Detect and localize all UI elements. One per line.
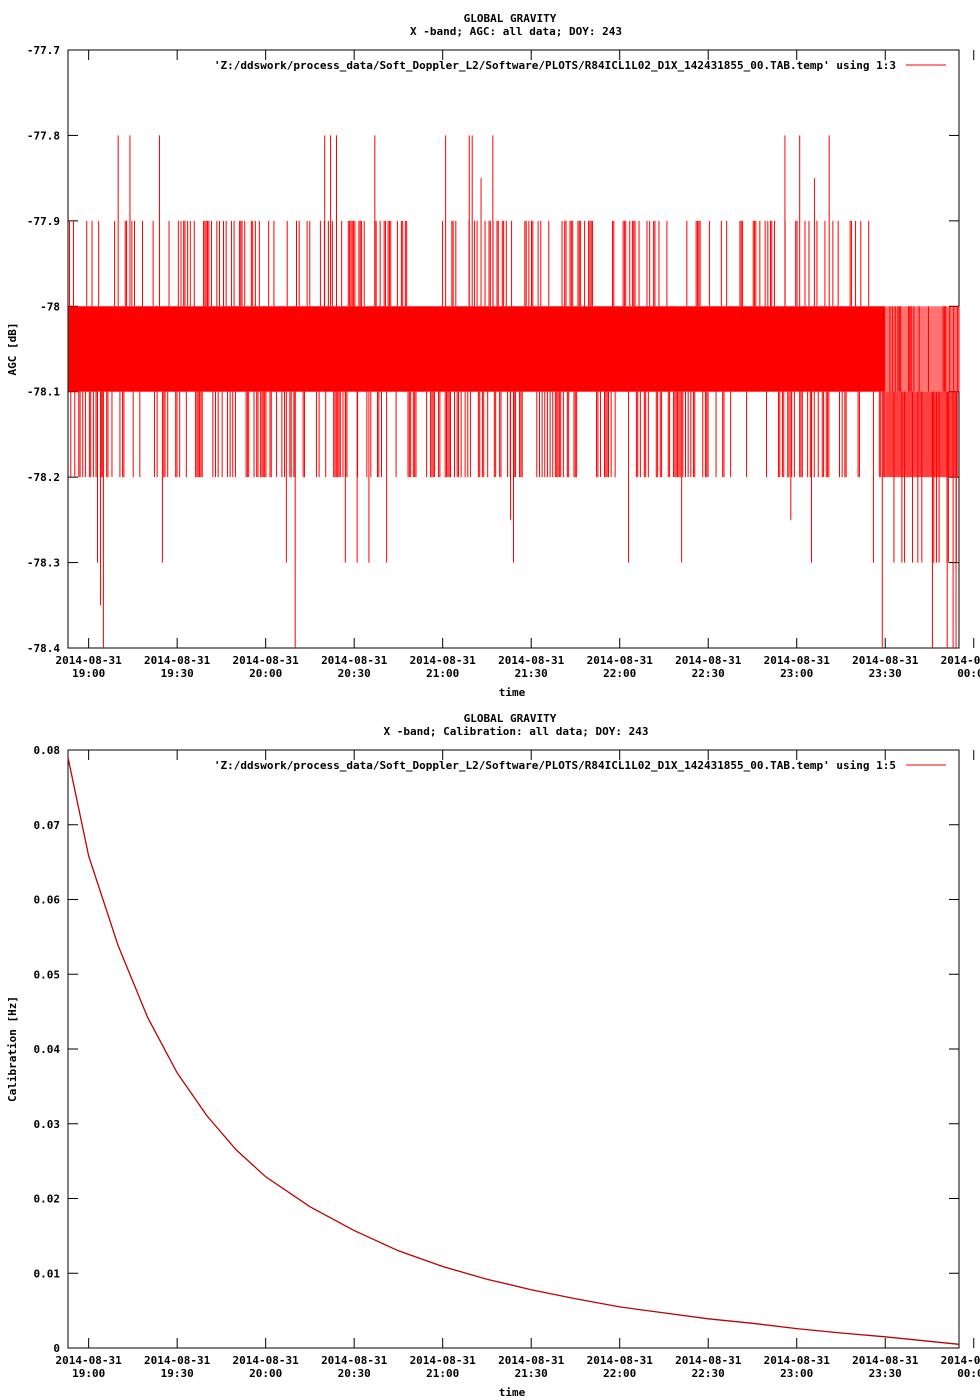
y-tick-label: -78 [40,300,60,313]
x-tick-date: 2014-08-31 [675,1354,742,1367]
y-tick-label: 0.08 [34,744,61,757]
x-tick-date: 2014-08-31 [852,1354,919,1367]
x-axis-ticks: 2014-08-3119:002014-08-3119:302014-08-31… [56,50,980,680]
x-axis-label: time [499,1386,526,1399]
x-tick-date: 2014-08-31 [233,654,300,667]
y-tick-label: 0.06 [34,894,61,907]
y-tick-label: 0.01 [34,1267,61,1280]
x-tick-date: 2014-08-31 [852,654,919,667]
x-axis-ticks: 2014-08-3119:002014-08-3119:302014-08-31… [56,750,980,1380]
y-axis-label: Calibration [Hz] [6,996,19,1102]
y-tick-label: 0.05 [34,968,61,981]
x-tick-time: 22:30 [692,1367,725,1380]
x-tick-date: 2014-09-01 [941,1354,980,1367]
calibration-series-line [67,757,960,1345]
calibration-chart: GLOBAL GRAVITY X -band; Calibration: all… [6,712,980,1399]
y-tick-label: -77.9 [27,215,60,228]
agc-chart: GLOBAL GRAVITY X -band; AGC: all data; D… [6,12,980,699]
x-tick-date: 2014-08-31 [764,1354,831,1367]
y-tick-label: 0.04 [34,1043,61,1056]
x-tick-time: 22:30 [692,667,725,680]
y-tick-label: 0.03 [34,1118,61,1131]
y-tick-label: -77.8 [27,129,60,142]
x-tick-date: 2014-08-31 [764,654,831,667]
x-tick-time: 21:30 [515,1367,548,1380]
x-tick-date: 2014-08-31 [321,654,388,667]
x-tick-date: 2014-08-31 [587,1354,654,1367]
x-tick-time: 19:30 [161,667,194,680]
x-tick-date: 2014-09-01 [941,654,980,667]
y-tick-label: 0.07 [34,819,61,832]
x-tick-time: 20:00 [249,667,282,680]
x-tick-time: 20:30 [338,1367,371,1380]
x-tick-time: 19:00 [72,1367,105,1380]
plot-area [68,135,960,648]
y-tick-label: -77.7 [27,44,60,57]
x-tick-date: 2014-08-31 [56,654,123,667]
legend-label: 'Z:/ddswork/process_data/Soft_Doppler_L2… [214,759,896,772]
chart-title: GLOBAL GRAVITY [464,712,557,725]
x-tick-time: 23:00 [780,1367,813,1380]
y-tick-label: -78.3 [27,557,60,570]
y-axis-ticks: 0 0.01 0.02 0.03 0.04 0.05 0.06 0.07 0.08 [34,744,959,1355]
x-tick-time: 23:30 [869,1367,902,1380]
x-tick-time: 00:00 [957,1367,980,1380]
x-tick-time: 20:00 [249,1367,282,1380]
x-tick-time: 23:30 [869,667,902,680]
x-tick-date: 2014-08-31 [587,654,654,667]
x-tick-time: 00:00 [957,667,980,680]
x-tick-date: 2014-08-31 [410,654,477,667]
legend-label: 'Z:/ddswork/process_data/Soft_Doppler_L2… [214,59,896,72]
y-tick-label: 0.02 [34,1193,61,1206]
x-tick-date: 2014-08-31 [144,1354,211,1367]
y-tick-label: -78.2 [27,471,60,484]
x-tick-time: 19:00 [72,667,105,680]
plot-frame [67,749,960,1349]
y-tick-label: -78.4 [27,642,60,655]
chart-title: GLOBAL GRAVITY [464,12,557,25]
plot-area [67,757,960,1345]
x-tick-time: 20:30 [338,667,371,680]
x-tick-date: 2014-08-31 [410,1354,477,1367]
x-tick-date: 2014-08-31 [233,1354,300,1367]
x-tick-time: 21:00 [426,1367,459,1380]
x-tick-date: 2014-08-31 [498,1354,565,1367]
x-tick-time: 22:00 [603,1367,636,1380]
chart-subtitle: X -band; Calibration: all data; DOY: 243 [384,725,649,738]
chart-subtitle: X -band; AGC: all data; DOY: 243 [410,25,622,38]
x-tick-time: 23:00 [780,667,813,680]
agc-dominant-band [68,306,886,392]
x-tick-time: 21:00 [426,667,459,680]
x-tick-date: 2014-08-31 [675,654,742,667]
agc-band-upper-late [885,306,959,392]
x-tick-date: 2014-08-31 [56,1354,123,1367]
x-tick-time: 21:30 [515,667,548,680]
y-tick-label: -78.1 [27,386,60,399]
y-tick-label: 0 [53,1342,60,1355]
y-axis-label: AGC [dB] [6,323,19,376]
x-tick-date: 2014-08-31 [144,654,211,667]
x-tick-date: 2014-08-31 [321,1354,388,1367]
x-tick-time: 19:30 [161,1367,194,1380]
x-tick-date: 2014-08-31 [498,654,565,667]
x-axis-label: time [499,686,526,699]
x-tick-time: 22:00 [603,667,636,680]
